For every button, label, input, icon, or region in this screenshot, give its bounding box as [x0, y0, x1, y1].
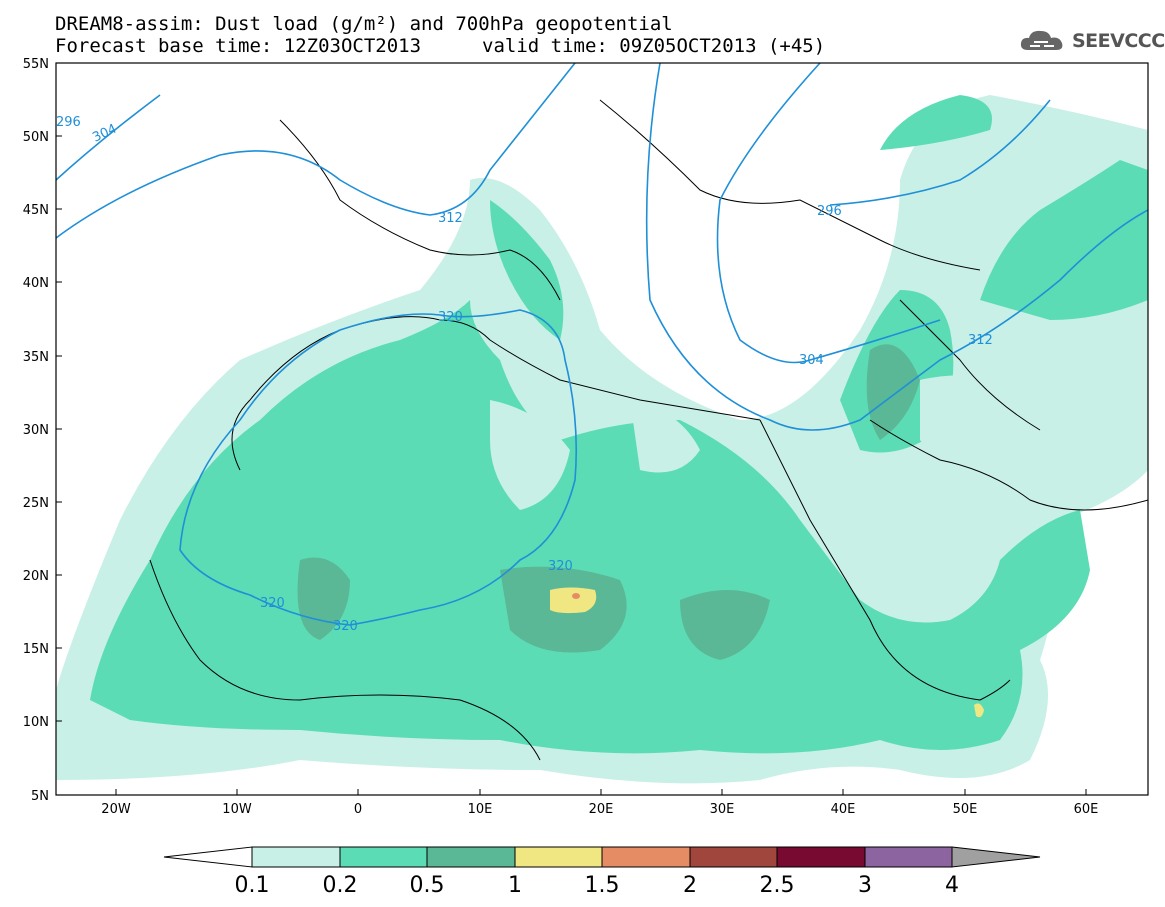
plot-frame [55, 62, 1149, 796]
colorbar-swatch [514, 846, 603, 868]
dust-level-1 [974, 703, 984, 718]
colorbar-swatch [689, 846, 778, 868]
lon-label: 20W [101, 802, 131, 817]
dust-field [56, 95, 1148, 784]
dust-level-0.5 [866, 344, 920, 440]
lat-label: 15N [23, 642, 49, 657]
seevccc-logo: SEEVCCC [1018, 28, 1165, 54]
cloud-icon [1020, 30, 1063, 50]
colorbar-swatch [426, 846, 516, 868]
contour-label: 304 [90, 122, 119, 146]
latitude-labels: 55N 50N 45N 40N 35N 30N 25N 20N 15N 10N … [23, 57, 49, 804]
dust-level-0.2 [90, 300, 1090, 754]
lon-label: 10W [222, 802, 252, 817]
contour-line-304-west [56, 94, 161, 181]
geopotential-contours [56, 63, 1148, 626]
contour-label: 320 [333, 619, 358, 634]
valid-time: valid time: 09Z05OCT2013 (+45) [482, 35, 826, 57]
dust-level-1 [550, 587, 597, 614]
dust-level-0.5 [500, 566, 627, 653]
colorbar-label: 2 [683, 873, 697, 898]
colorbar-swatch [339, 846, 428, 868]
logo-text: SEEVCCC [1072, 30, 1165, 52]
colorbar-label: 0.1 [235, 873, 270, 898]
contour-label: 320 [548, 559, 573, 574]
contour-labels: 296 304 312 320 320 320 320 304 296 312 [56, 115, 993, 634]
longitude-labels: 20W 10W 0 10E 20E 30E 40E 50E 60E [101, 802, 1098, 817]
lon-label: 10E [468, 802, 493, 817]
dust-level-0.1 [56, 95, 1148, 784]
lon-label: 40E [831, 802, 856, 817]
contour-label: 296 [56, 115, 81, 130]
contour-label: 304 [799, 353, 824, 368]
map-title: DREAM8-assim: Dust load (g/m²) and 700hP… [55, 13, 673, 35]
contour-label: 312 [438, 211, 463, 226]
colorbar-label: 4 [945, 873, 959, 898]
lat-label: 20N [23, 569, 49, 584]
contour-line-296-ne [829, 99, 1051, 206]
colorbar-label: 1.5 [585, 873, 620, 898]
contour-label: 296 [817, 204, 842, 219]
colorbar-swatch [776, 846, 866, 868]
colorbar-label: 3 [858, 873, 872, 898]
dust-level-0.5 [297, 557, 350, 640]
lon-label: 30E [710, 802, 735, 817]
contour-label: 320 [260, 596, 285, 611]
contour-line-312-west [56, 63, 576, 239]
colorbar-labels: 0.1 0.2 0.5 1 1.5 2 2.5 3 4 [235, 873, 960, 898]
colorbar-swatch [601, 846, 691, 868]
lat-label: 40N [23, 276, 49, 291]
lat-label: 55N [23, 57, 49, 72]
coastlines [149, 99, 1148, 761]
dust-level-0.2 [980, 160, 1148, 320]
axis-ticks [56, 62, 1087, 795]
lat-label: 35N [23, 350, 49, 365]
lat-label: 25N [23, 496, 49, 511]
colorbar [163, 846, 1041, 868]
contour-line-320-main [179, 309, 578, 626]
lon-label: 20E [589, 802, 614, 817]
lat-label: 30N [23, 423, 49, 438]
colorbar-label: 0.5 [410, 873, 445, 898]
dust-level-0.2 [840, 290, 954, 453]
contour-label: 320 [438, 310, 463, 325]
colorbar-label: 0.2 [323, 873, 358, 898]
contour-label: 312 [968, 333, 993, 348]
lon-label: 60E [1074, 802, 1099, 817]
dust-level-0.2 [880, 95, 992, 150]
lat-label: 50N [23, 130, 49, 145]
colorbar-label: 1 [508, 873, 522, 898]
lat-label: 45N [23, 203, 49, 218]
forecast-base-time: Forecast base time: 12Z03OCT2013 [55, 35, 422, 57]
colorbar-swatch [864, 846, 953, 868]
contour-line-296-east [716, 63, 941, 364]
lon-label: 0 [354, 802, 362, 817]
dust-level-0.5 [680, 590, 770, 660]
dust-level-1.5 [572, 593, 580, 599]
lat-label: 10N [23, 715, 49, 730]
colorbar-swatch [251, 846, 341, 868]
colorbar-upper-arrow [951, 846, 1041, 868]
contour-line-304-east [645, 63, 1148, 431]
colorbar-label: 2.5 [760, 873, 795, 898]
dust-level-0.2 [490, 200, 564, 340]
colorbar-lower-arrow [163, 846, 253, 868]
lat-label: 5N [31, 789, 49, 804]
lon-label: 50E [953, 802, 978, 817]
